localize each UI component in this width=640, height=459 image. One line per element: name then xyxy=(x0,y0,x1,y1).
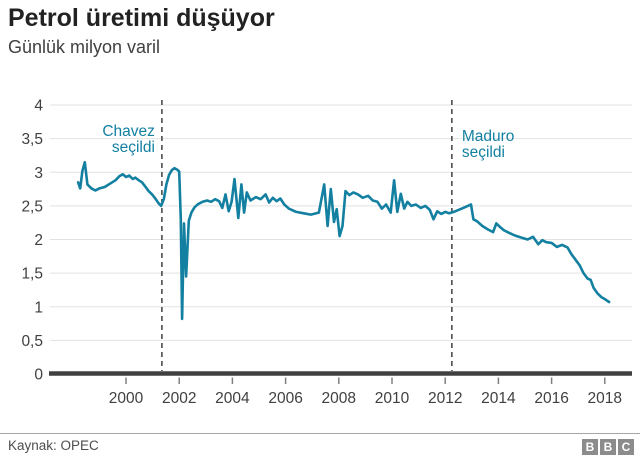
bbc-logo: B B C xyxy=(582,439,634,455)
y-axis-tick-label: 1 xyxy=(34,299,43,316)
chart-subtitle: Günlük milyon varil xyxy=(8,37,161,57)
y-axis-tick-label: 4 xyxy=(34,98,43,115)
page-title: Petrol üretimi düşüyor xyxy=(8,4,275,32)
production-line-series xyxy=(76,160,611,321)
x-axis-tick-label: 2002 xyxy=(162,390,196,407)
bbc-logo-block: C xyxy=(618,439,634,455)
x-axis-tick-label: 2016 xyxy=(534,390,568,407)
y-axis-tick-label: 2,5 xyxy=(21,198,43,215)
bbc-logo-block: B xyxy=(600,439,616,455)
x-axis-tick-label: 2004 xyxy=(215,390,250,407)
y-axis-tick-label: 0,5 xyxy=(21,333,43,350)
footer-divider xyxy=(0,433,640,434)
x-axis-tick-label: 2014 xyxy=(481,390,516,407)
y-axis-tick-label: 1,5 xyxy=(21,266,43,283)
bbc-logo-block: B xyxy=(582,439,598,455)
x-axis-tick-label: 2010 xyxy=(375,390,410,407)
x-axis-tick-label: 2012 xyxy=(428,390,462,407)
event-annotation: Maduro seçildi xyxy=(462,128,515,161)
x-axis-tick-label: 2018 xyxy=(588,390,622,407)
x-axis-tick-label: 2000 xyxy=(109,390,144,407)
y-axis-tick-label: 0 xyxy=(34,367,43,384)
x-axis-tick-label: 2008 xyxy=(322,390,356,407)
y-axis-tick-label: 2 xyxy=(34,232,43,249)
event-annotation: Chavez seçildi xyxy=(102,123,155,156)
y-axis-tick-label: 3,5 xyxy=(21,131,43,148)
source-label: Kaynak: OPEC xyxy=(8,438,99,453)
y-axis-tick-label: 3 xyxy=(34,165,43,182)
x-axis-tick-label: 2006 xyxy=(268,390,302,407)
